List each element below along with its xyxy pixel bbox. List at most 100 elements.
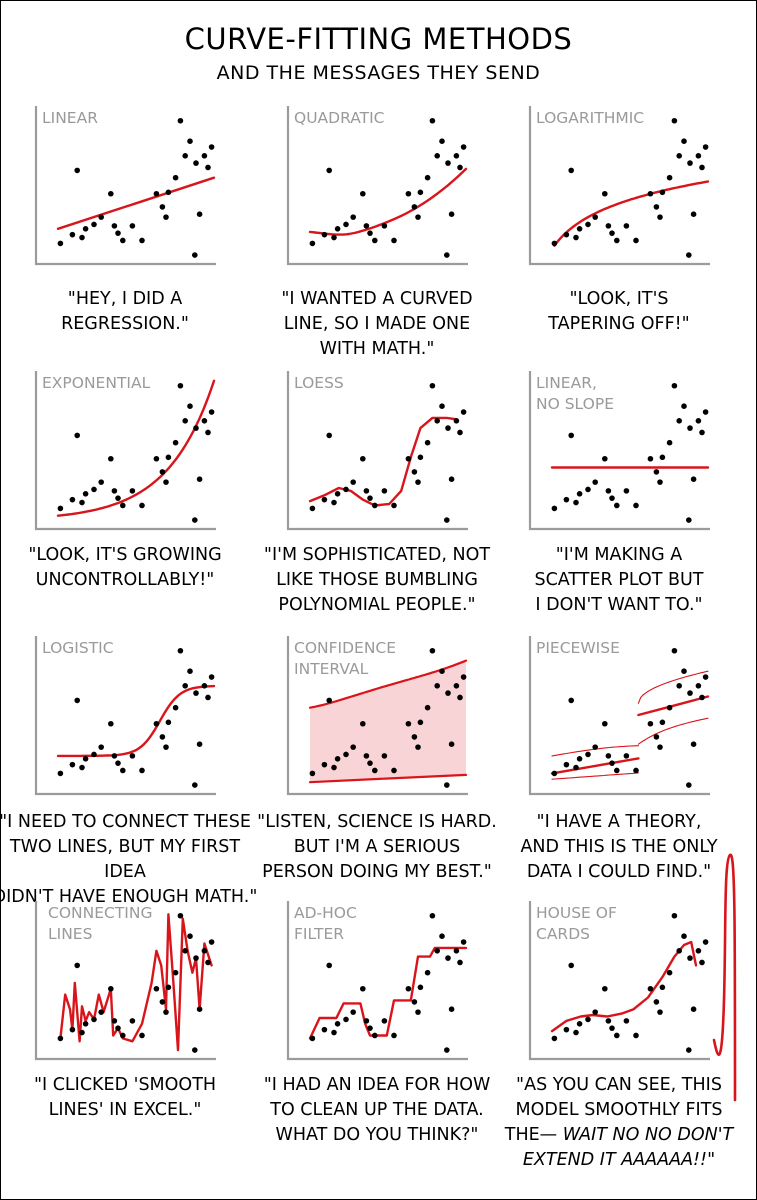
data-point [159, 734, 166, 740]
connecting-line [59, 913, 213, 1052]
data-point [79, 234, 85, 241]
plot-logarithmic [528, 106, 710, 266]
data-point [98, 744, 104, 750]
data-point [350, 214, 356, 220]
data-point [309, 505, 316, 512]
confidence-band [310, 660, 466, 783]
data-point [453, 683, 460, 689]
data-point [444, 517, 450, 523]
data-point [201, 948, 208, 954]
data-point [120, 1032, 126, 1039]
data-point [309, 1035, 316, 1042]
data-point [139, 1032, 145, 1039]
data-point [568, 697, 574, 704]
quadratic-fit [308, 167, 468, 236]
data-point [120, 237, 126, 244]
data-point [453, 418, 460, 424]
data-point [411, 204, 418, 210]
data-point [98, 214, 104, 220]
data-point [551, 770, 558, 777]
data-point [690, 476, 697, 482]
data-point [602, 190, 608, 197]
data-point [57, 770, 64, 777]
segment-right [637, 695, 710, 717]
data-point [444, 252, 450, 258]
data-point [82, 226, 89, 232]
data-point [111, 1018, 118, 1024]
data-point [576, 756, 583, 762]
data-point [331, 764, 337, 771]
data-point [391, 237, 397, 244]
data-point [434, 418, 440, 424]
data-point [605, 223, 612, 229]
data-point [69, 231, 76, 238]
data-point [326, 167, 332, 174]
data-point [699, 959, 705, 966]
plot-exponential [34, 371, 216, 531]
data-point [687, 690, 693, 696]
data-point [326, 962, 332, 969]
data-point [111, 753, 118, 759]
data-point [702, 939, 709, 945]
data-point [614, 502, 620, 509]
data-point [609, 1025, 615, 1031]
data-point [372, 1032, 378, 1039]
data-point [687, 160, 693, 166]
data-point [153, 985, 160, 992]
panel-label: LOGARITHMIC [536, 109, 645, 127]
data-point [666, 969, 673, 976]
panel-label: AD-HOC FILTER [294, 904, 357, 943]
data-point [309, 770, 316, 777]
data-point [129, 223, 136, 229]
data-point [659, 454, 666, 461]
data-point [653, 469, 660, 475]
data-point [182, 683, 188, 689]
plot-axes [286, 636, 468, 796]
logistic-fit [56, 684, 216, 758]
data-point [115, 495, 121, 501]
data-point [448, 741, 455, 747]
data-point [417, 454, 424, 461]
data-point [666, 174, 673, 181]
data-point [187, 933, 193, 939]
data-point [201, 683, 208, 689]
data-point [91, 221, 97, 228]
data-point [159, 999, 166, 1005]
data-point [702, 409, 709, 415]
data-point [453, 948, 460, 954]
data-point [201, 418, 208, 424]
house-of-cards-fit [550, 940, 698, 1033]
plot-axes [34, 901, 216, 1061]
data-point [165, 719, 172, 726]
data-point [334, 491, 341, 497]
panel-label: PIECEWISE [536, 639, 620, 657]
panel-connecting-lines: CONNECTING LINES [28, 895, 218, 1065]
plot-axes [528, 371, 710, 531]
data-point [623, 1018, 630, 1024]
data-point [695, 418, 702, 424]
data-point [457, 429, 463, 436]
data-point [115, 760, 121, 766]
data-point [193, 955, 199, 961]
data-point [444, 782, 450, 788]
data-point [172, 969, 179, 976]
data-point [381, 753, 388, 759]
panel-label: LINEAR [42, 109, 98, 127]
data-point [331, 499, 337, 506]
data-point [699, 164, 705, 171]
data-point [695, 948, 702, 954]
data-point [444, 1047, 450, 1053]
data-point [411, 734, 418, 740]
data-point [448, 476, 455, 482]
panel-label: EXPONENTIAL [42, 374, 151, 392]
data-point [434, 948, 440, 954]
data-point [592, 479, 598, 485]
plot-logistic [34, 636, 216, 796]
data-point [573, 1029, 579, 1036]
data-point [196, 1006, 203, 1012]
data-point [139, 237, 145, 244]
loess-fit [308, 416, 458, 507]
data-point [602, 985, 608, 992]
data-point [163, 744, 169, 750]
data-point [391, 767, 397, 774]
